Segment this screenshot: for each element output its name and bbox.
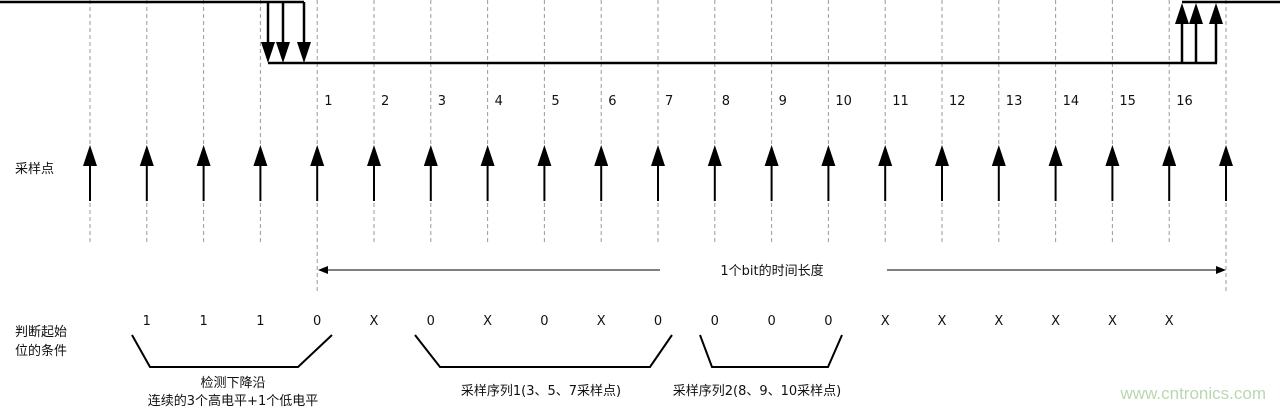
sample-arrow-icon — [1219, 145, 1233, 201]
sample-number: 7 — [665, 94, 673, 109]
sample-value: X — [597, 314, 606, 329]
sample-value: X — [1165, 314, 1174, 329]
sample-number: 5 — [551, 94, 559, 109]
sample-arrow-icon — [1048, 145, 1063, 201]
sample-arrow-icon — [537, 145, 552, 201]
sample-value: X — [370, 314, 379, 329]
bracket-seq1 — [414, 334, 673, 368]
sample-number: 4 — [495, 94, 503, 109]
detect-falling-edge-label: 检测下降沿 — [200, 376, 265, 391]
sample-value: X — [881, 314, 890, 329]
sample-value: X — [994, 314, 1003, 329]
sample-arrow-icon — [196, 145, 211, 201]
sample-value: 0 — [824, 314, 832, 329]
sample-arrow-icon — [83, 145, 97, 201]
signal-waveform — [0, 0, 1280, 65]
sample-value: 0 — [711, 314, 719, 329]
sample-points-label: 采样点 — [15, 162, 55, 177]
bit-duration-label: 1个bit的时间长度 — [720, 263, 823, 279]
falling-edge-arrow-icon — [261, 2, 275, 63]
sample-value: X — [938, 314, 947, 329]
sample-seq2-label: 采样序列2(8、9、10采样点) — [673, 384, 842, 399]
sample-arrow-icon — [367, 145, 381, 201]
sample-arrow-icon — [310, 145, 325, 201]
sample-arrow-icon — [139, 145, 154, 201]
sample-value: 0 — [427, 314, 435, 329]
sample-arrow-icon — [594, 145, 609, 201]
rising-edge-arrow-icon — [1209, 3, 1223, 63]
sample-number: 12 — [949, 94, 966, 109]
sample-arrow-icon — [480, 145, 495, 201]
sample-numbers: 1 2 3 4 5 6 7 8 9 10 11 12 13 14 15 16 — [324, 94, 1193, 109]
start-condition-label-line1: 判断起始 — [15, 325, 68, 340]
sample-number: 14 — [1063, 94, 1080, 109]
sample-point-arrows — [83, 145, 1233, 201]
sample-value: 1 — [256, 314, 264, 329]
detect-rule-label: 连续的3个高电平+1个低电平 — [148, 393, 318, 409]
sample-arrow-icon — [253, 145, 268, 201]
sample-number: 16 — [1176, 94, 1193, 109]
sample-seq1-label: 采样序列1(3、5、7采样点) — [461, 384, 621, 399]
bracket-seq2 — [699, 334, 843, 368]
sample-value: 0 — [313, 314, 321, 329]
sample-value: X — [1108, 314, 1117, 329]
falling-edge-arrow-icon — [297, 2, 311, 63]
sample-value: 0 — [654, 314, 662, 329]
sample-arrow-icon — [1162, 145, 1177, 201]
sample-arrow-icon — [935, 145, 949, 201]
sample-value: X — [483, 314, 492, 329]
sample-number: 1 — [324, 94, 332, 109]
sample-number: 11 — [892, 94, 909, 109]
sample-arrow-icon — [423, 145, 438, 201]
bit-duration-arrow: 1个bit的时间长度 — [318, 260, 1226, 280]
sample-value: 1 — [143, 314, 151, 329]
sample-value: 0 — [540, 314, 548, 329]
sample-arrow-icon — [821, 145, 836, 201]
sample-arrow-icon — [878, 145, 893, 201]
sample-value: 1 — [199, 314, 207, 329]
sample-gridlines — [89, 0, 1227, 292]
brackets — [131, 334, 843, 368]
sample-arrow-icon — [1105, 145, 1120, 201]
falling-edge-arrow-icon — [276, 2, 290, 63]
sample-number: 10 — [835, 94, 852, 109]
sample-number: 8 — [722, 94, 730, 109]
sample-number: 13 — [1006, 94, 1023, 109]
sample-arrow-icon — [707, 145, 722, 201]
sample-value: 0 — [767, 314, 775, 329]
start-condition-label-line2: 位的条件 — [15, 344, 68, 359]
sample-number: 3 — [438, 94, 446, 109]
sample-number: 6 — [608, 94, 616, 109]
sample-arrow-icon — [764, 145, 779, 201]
sample-number: 9 — [779, 94, 787, 109]
sample-number: 2 — [381, 94, 389, 109]
sample-arrow-icon — [991, 145, 1006, 201]
watermark: www.cntronics.com — [1120, 384, 1266, 403]
sample-value: X — [1051, 314, 1060, 329]
sample-values: 1 1 1 0 X 0 X 0 X 0 0 0 0 X X X X X X — [143, 314, 1174, 329]
rising-edge-arrow-icon — [1175, 3, 1189, 63]
bracket-falling-edge — [131, 334, 333, 368]
sample-arrow-icon — [651, 145, 665, 201]
rising-edge-arrow-icon — [1189, 3, 1203, 63]
sample-number: 15 — [1119, 94, 1136, 109]
